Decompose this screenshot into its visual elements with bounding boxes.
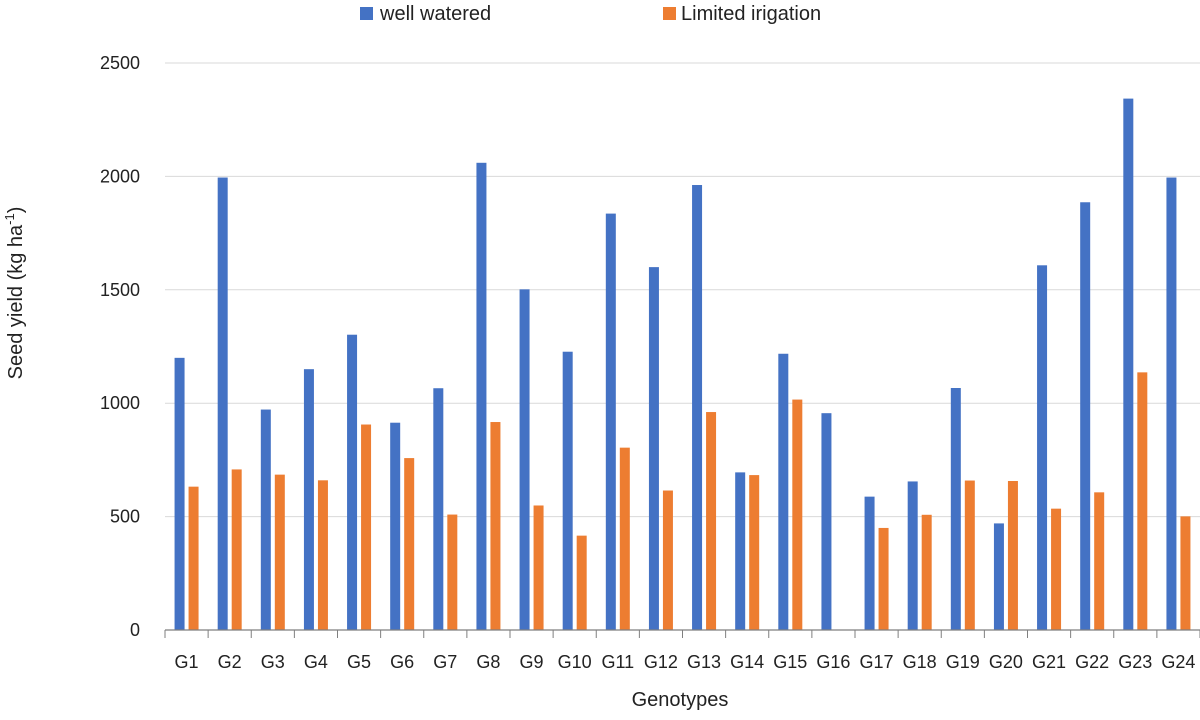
- x-tick-label: G10: [558, 652, 592, 672]
- bar-limited-irigation-g15: [792, 399, 803, 630]
- x-tick-label: G16: [816, 652, 850, 672]
- legend-label-limited-irigation: Limited irigation: [681, 3, 821, 25]
- bar-limited-irigation-g21: [1051, 508, 1062, 630]
- bar-limited-irigation-g3: [274, 474, 285, 630]
- bar-well-watered-g12: [648, 267, 659, 630]
- y-tick-label: 1500: [100, 280, 140, 300]
- bar-well-watered-g17: [864, 496, 875, 630]
- bar-well-watered-g11: [605, 213, 616, 630]
- legend-label-well-watered: well watered: [379, 3, 491, 25]
- bar-limited-irigation-g4: [317, 480, 328, 630]
- bar-well-watered-g23: [1123, 98, 1134, 630]
- bar-limited-irigation-g8: [490, 422, 501, 630]
- x-tick-label: G19: [946, 652, 980, 672]
- bar-well-watered-g19: [950, 388, 961, 630]
- x-tick-label: G9: [520, 652, 544, 672]
- bar-well-watered-g6: [390, 422, 401, 630]
- bar-limited-irigation-g18: [921, 514, 932, 630]
- bar-limited-irigation-g13: [706, 412, 717, 630]
- bar-limited-irigation-g12: [662, 490, 673, 630]
- bar-well-watered-g2: [217, 177, 228, 630]
- bar-well-watered-g20: [993, 523, 1004, 630]
- gridlines: [165, 62, 1200, 518]
- axes: [164, 629, 1200, 638]
- y-tick-label: 2000: [100, 166, 140, 186]
- bar-well-watered-g22: [1080, 202, 1091, 631]
- bar-well-watered-g13: [692, 185, 703, 630]
- y-tick-label: 0: [130, 620, 140, 640]
- bar-limited-irigation-g14: [749, 475, 760, 630]
- x-tick-label: G22: [1075, 652, 1109, 672]
- bar-well-watered-g8: [476, 162, 487, 631]
- bar-well-watered-g16: [821, 413, 832, 630]
- bar-limited-irigation-g1: [188, 486, 199, 630]
- legend-swatch-limited-irigation: [663, 7, 676, 20]
- bar-limited-irigation-g17: [878, 527, 889, 630]
- x-tick-label: G1: [175, 652, 199, 672]
- y-axis-title-main: Seed yield (kg ha: [5, 224, 27, 379]
- x-tick-label: G20: [989, 652, 1023, 672]
- x-tick-label: G7: [433, 652, 457, 672]
- x-tick-label: G2: [218, 652, 242, 672]
- y-axis-title-close: ): [5, 207, 27, 214]
- legend-swatch-well-watered: [360, 7, 373, 20]
- bar-limited-irigation-g5: [361, 424, 372, 630]
- x-tick-label: G12: [644, 652, 678, 672]
- x-tick-label: G14: [730, 652, 764, 672]
- bar-well-watered-g5: [347, 334, 358, 630]
- bar-limited-irigation-g9: [533, 505, 544, 630]
- bar-well-watered-g21: [1037, 265, 1048, 630]
- x-tick-label: G6: [390, 652, 414, 672]
- x-tick-label: G17: [860, 652, 894, 672]
- x-tick-label: G18: [903, 652, 937, 672]
- bar-limited-irigation-g10: [576, 535, 587, 630]
- x-tick-label: G23: [1118, 652, 1152, 672]
- y-tick-label: 2500: [100, 53, 140, 73]
- bar-well-watered-g3: [260, 409, 271, 630]
- bar-limited-irigation-g19: [964, 480, 975, 630]
- bar-well-watered-g9: [519, 289, 530, 630]
- bar-limited-irigation-g24: [1180, 516, 1191, 630]
- bar-limited-irigation-g22: [1094, 492, 1105, 630]
- bar-well-watered-g7: [433, 388, 444, 630]
- bar-limited-irigation-g2: [231, 469, 242, 630]
- bar-well-watered-g18: [907, 481, 918, 630]
- y-axis-title-superscript: -1: [2, 213, 17, 225]
- x-tick-label: G3: [261, 652, 285, 672]
- y-axis-title: Seed yield (kg ha-1): [2, 207, 27, 380]
- x-axis-title: Genotypes: [632, 689, 729, 711]
- bars: [174, 98, 1191, 631]
- bar-well-watered-g15: [778, 353, 789, 630]
- x-tick-label: G21: [1032, 652, 1066, 672]
- x-tick-label: G5: [347, 652, 371, 672]
- bar-well-watered-g24: [1166, 177, 1177, 630]
- bar-limited-irigation-g23: [1137, 372, 1148, 630]
- x-tick-label: G11: [601, 652, 634, 672]
- y-tick-labels: 0 500 1000 1500 2000 2500: [100, 53, 140, 640]
- bar-well-watered-g4: [303, 369, 314, 630]
- bar-limited-irigation-g6: [404, 458, 415, 630]
- x-tick-labels: G1 G2 G3 G4 G5 G6 G7 G8 G9 G10 G11 G12 G13 G14 G15 G16 G…: [175, 652, 1196, 672]
- bar-limited-irigation-g11: [619, 447, 630, 630]
- x-tick-label: G24: [1161, 652, 1195, 672]
- bar-limited-irigation-g7: [447, 514, 458, 630]
- bar-well-watered-g10: [562, 351, 573, 630]
- bar-well-watered-g14: [735, 472, 746, 630]
- x-tick-label: G8: [476, 652, 500, 672]
- x-tick-label: G4: [304, 652, 328, 672]
- bar-limited-irigation-g20: [1007, 480, 1018, 630]
- y-tick-label: 1000: [100, 393, 140, 413]
- x-tick-label: G13: [687, 652, 721, 672]
- bar-well-watered-g1: [174, 357, 185, 630]
- y-tick-label: 500: [110, 507, 140, 527]
- legend: well watered Limited irigation: [360, 3, 821, 25]
- x-tick-label: G15: [773, 652, 807, 672]
